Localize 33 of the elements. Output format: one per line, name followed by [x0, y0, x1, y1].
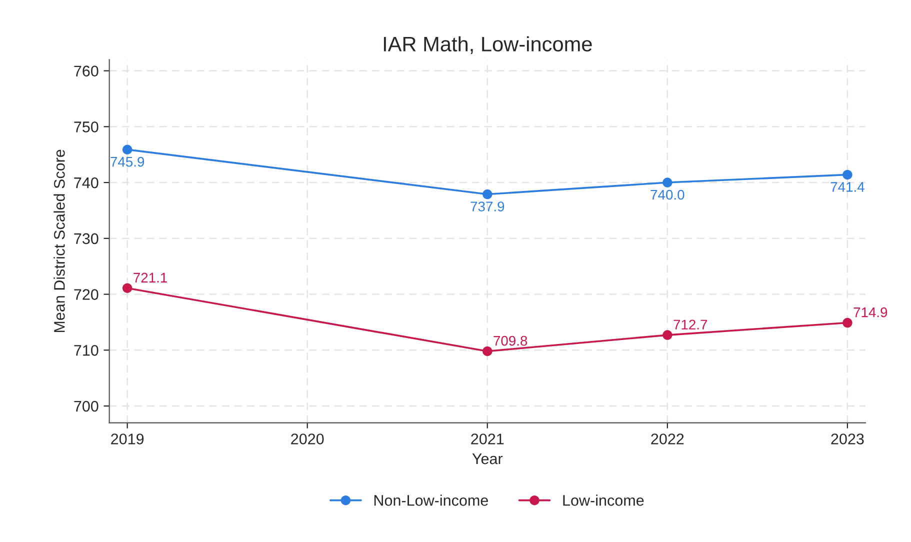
y-tick-label: 710 — [74, 345, 98, 356]
y-tick-label: 700 — [74, 400, 98, 412]
y-axis-title: Mean District Scaled Score — [54, 150, 65, 332]
y-tick-label: 730 — [74, 233, 98, 244]
x-tick-label: 2020 — [291, 434, 324, 444]
data-label: 721.1 — [134, 272, 167, 282]
point — [482, 189, 492, 200]
point — [842, 170, 852, 180]
x-tick-label: 2023 — [831, 434, 864, 444]
y-tick-label: 760 — [74, 66, 98, 76]
x-tick-label: 2021 — [471, 434, 504, 444]
point — [122, 283, 132, 293]
x-tick-label: 2022 — [651, 434, 684, 444]
point — [122, 144, 132, 154]
y-tick-label: 740 — [74, 177, 98, 188]
data-label: 714.9 — [854, 307, 888, 318]
data-label: 741.4 — [830, 182, 864, 192]
point — [482, 346, 492, 356]
legend-label: Non-Low-income — [374, 494, 488, 506]
data-label: 712.7 — [674, 320, 708, 330]
y-tick-label: 720 — [74, 289, 98, 300]
data-label: 709.8 — [494, 336, 528, 346]
x-tick-label: 2019 — [111, 434, 144, 444]
y-tick-label: 750 — [74, 122, 98, 132]
data-label: 740.0 — [650, 190, 684, 200]
point — [662, 330, 672, 340]
data-label: 745.9 — [110, 156, 144, 167]
chart-title: IAR Math, Low-income — [384, 36, 592, 54]
legend-label: Low-income — [563, 494, 644, 506]
point — [842, 318, 852, 328]
x-axis-title: Year — [472, 454, 503, 464]
point — [662, 178, 672, 188]
data-label: 737.9 — [470, 202, 504, 212]
